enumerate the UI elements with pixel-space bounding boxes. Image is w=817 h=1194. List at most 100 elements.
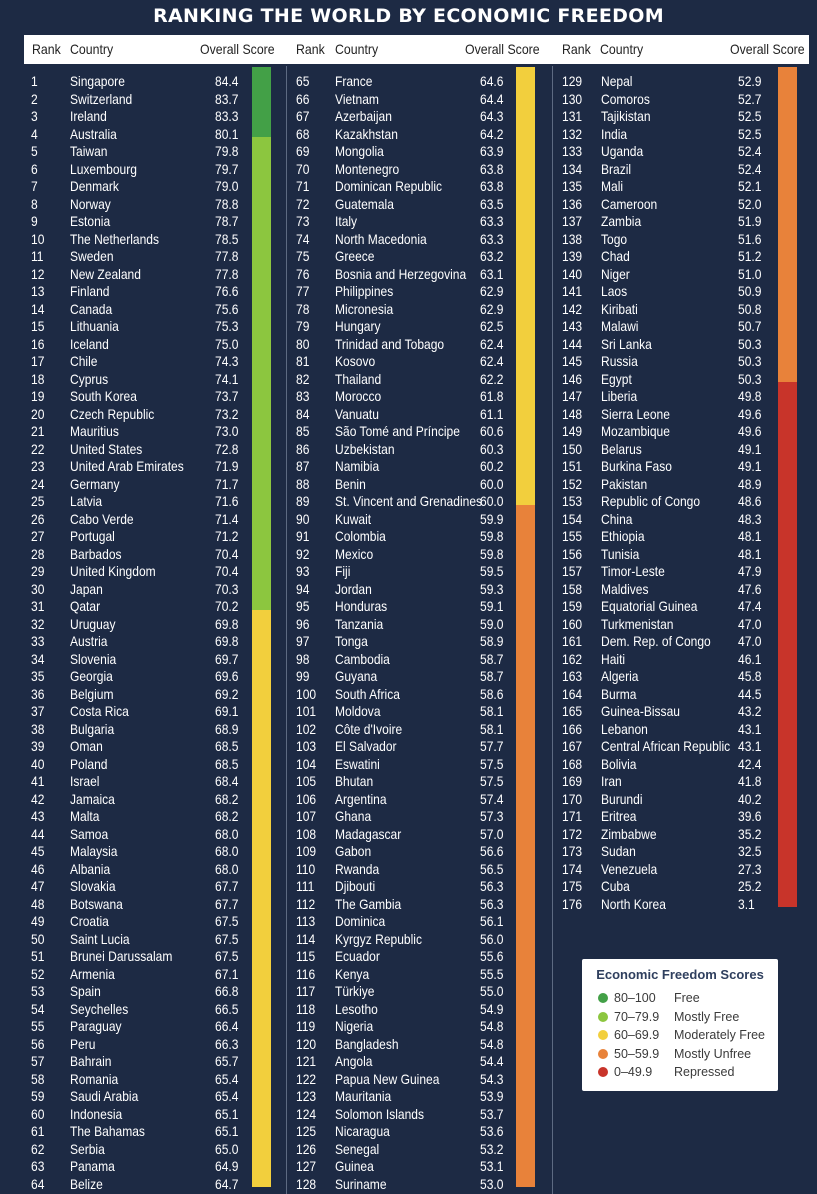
score-cell: 68.9: [215, 720, 239, 737]
country-cell: Guatemala: [335, 195, 394, 212]
table-row: 15 Lithuania 75.3: [31, 318, 273, 336]
country-cell: Albania: [70, 860, 111, 877]
country-cell: Guinea: [335, 1158, 374, 1174]
table-row: 152 Pakistan 48.9: [562, 476, 802, 494]
table-row: 21 Mauritius 73.0: [31, 423, 273, 441]
score-cell: 70.4: [215, 563, 239, 579]
table-row: 97 Tonga 58.9: [296, 633, 540, 651]
rank-cell: 16: [31, 335, 45, 352]
table-row: 52 Armenia 67.1: [31, 966, 273, 984]
table-row: 8 Norway 78.8: [31, 196, 273, 214]
rank-cell: 128: [296, 1175, 317, 1192]
rank-cell: 126: [296, 1140, 317, 1157]
country-cell: Niger: [601, 265, 630, 282]
country-cell: Lebanon: [601, 720, 648, 737]
table-row: 172 Zimbabwe 35.2: [562, 826, 802, 844]
rank-cell: 129: [562, 73, 583, 89]
rank-cell: 132: [562, 125, 583, 142]
score-cell: 83.3: [215, 108, 239, 124]
country-cell: Spain: [70, 983, 101, 999]
country-cell: Paraguay: [70, 1018, 122, 1034]
country-cell: Sweden: [70, 248, 114, 264]
table-row: 13 Finland 76.6: [31, 283, 273, 301]
score-cell: 66.3: [215, 1035, 239, 1052]
score-cell: 60.3: [480, 440, 504, 457]
score-cell: 64.4: [480, 90, 504, 107]
table-row: 96 Tanzania 59.0: [296, 616, 540, 634]
score-cell: 73.7: [215, 388, 239, 404]
score-cell: 55.0: [480, 983, 504, 999]
legend-label: Repressed: [674, 1065, 735, 1079]
country-cell: Brunei Darussalam: [70, 948, 173, 964]
score-cell: 53.2: [480, 1140, 504, 1157]
country-cell: Eswatini: [335, 755, 380, 772]
table-row: 32 Uruguay 69.8: [31, 616, 273, 634]
table-row: 161 Dem. Rep. of Congo 47.0: [562, 633, 802, 651]
table-row: 114 Kyrgyz Republic 56.0: [296, 931, 540, 949]
table-row: 27 Portugal 71.2: [31, 528, 273, 546]
rank-cell: 162: [562, 650, 583, 667]
country-cell: Botswana: [70, 895, 123, 912]
rank-cell: 159: [562, 598, 583, 614]
rank-cell: 63: [31, 1158, 45, 1174]
country-cell: Honduras: [335, 598, 388, 614]
page-title: RANKING THE WORLD BY ECONOMIC FREEDOM: [153, 5, 664, 27]
score-cell: 57.0: [480, 825, 504, 842]
header-country-2: Country: [335, 41, 379, 57]
country-cell: St. Vincent and Grenadines: [335, 493, 483, 509]
rank-cell: 121: [296, 1053, 317, 1069]
rank-cell: 34: [31, 650, 45, 667]
rank-cell: 164: [562, 685, 583, 702]
table-row: 10 The Netherlands 78.5: [31, 231, 273, 249]
rank-cell: 25: [31, 493, 45, 509]
legend-dot-icon: [598, 1030, 608, 1040]
table-row: 62 Serbia 65.0: [31, 1141, 273, 1159]
table-row: 54 Seychelles 66.5: [31, 1001, 273, 1019]
table-row: 90 Kuwait 59.9: [296, 511, 540, 529]
country-cell: Georgia: [70, 668, 113, 684]
rank-cell: 3: [31, 108, 38, 124]
score-cell: 63.8: [480, 160, 504, 177]
rank-cell: 87: [296, 458, 310, 474]
rank-cell: 62: [31, 1140, 45, 1157]
rank-cell: 144: [562, 335, 583, 352]
country-cell: Ethiopia: [601, 528, 645, 544]
table-row: 89 St. Vincent and Grenadines 60.0: [296, 493, 540, 511]
score-cell: 78.5: [215, 230, 239, 247]
legend-label: Free: [674, 991, 700, 1005]
table-row: 141 Laos 50.9: [562, 283, 802, 301]
score-cell: 59.3: [480, 580, 504, 597]
rank-cell: 158: [562, 580, 583, 597]
score-cell: 63.1: [480, 265, 504, 282]
score-cell: 79.8: [215, 143, 239, 159]
country-cell: Ghana: [335, 808, 372, 824]
country-cell: The Netherlands: [70, 230, 160, 247]
country-cell: Montenegro: [335, 160, 400, 177]
score-cell: 79.0: [215, 178, 239, 194]
table-row: 116 Kenya 55.5: [296, 966, 540, 984]
table-row: 104 Eswatini 57.5: [296, 756, 540, 774]
table-row: 64 Belize 64.7: [31, 1176, 273, 1194]
rank-cell: 40: [31, 755, 45, 772]
table-row: 88 Benin 60.0: [296, 476, 540, 494]
country-cell: Bhutan: [335, 773, 374, 789]
table-row: 168 Bolivia 42.4: [562, 756, 802, 774]
rank-cell: 167: [562, 738, 583, 754]
rank-cell: 86: [296, 440, 310, 457]
score-cell: 59.8: [480, 528, 504, 544]
table-row: 23 United Arab Emirates 71.9: [31, 458, 273, 476]
country-cell: Austria: [70, 633, 108, 649]
rank-cell: 130: [562, 90, 583, 107]
rank-cell: 76: [296, 265, 310, 282]
score-cell: 54.3: [480, 1070, 504, 1087]
rank-cell: 90: [296, 510, 310, 527]
country-cell: Nicaragua: [335, 1123, 390, 1139]
rank-cell: 127: [296, 1158, 317, 1174]
score-bar-repressed: [778, 382, 797, 907]
score-cell: 77.8: [215, 265, 239, 282]
rank-cell: 91: [296, 528, 310, 544]
country-cell: Seychelles: [70, 1000, 129, 1017]
table-row: 150 Belarus 49.1: [562, 441, 802, 459]
table-row: 128 Suriname 53.0: [296, 1176, 540, 1194]
table-row: 78 Micronesia 62.9: [296, 301, 540, 319]
